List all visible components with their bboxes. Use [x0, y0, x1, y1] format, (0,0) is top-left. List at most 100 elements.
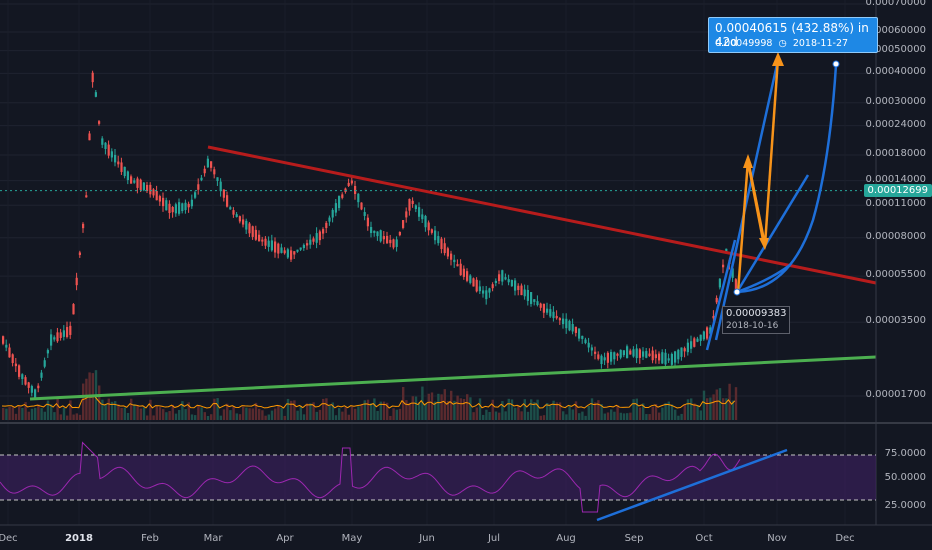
- candle-body: [210, 161, 213, 168]
- volume-bar: [117, 404, 120, 420]
- volume-bar: [155, 406, 158, 420]
- candle-body: [565, 318, 568, 329]
- candle-body: [130, 176, 133, 184]
- candle-body: [411, 200, 414, 204]
- volume-bar: [725, 398, 728, 420]
- support-trendline[interactable]: [29, 355, 877, 401]
- volume-bar: [162, 409, 165, 420]
- candle-body: [504, 277, 507, 280]
- target-point-marker[interactable]: [832, 60, 840, 68]
- price-axis-label: 0.00060000: [865, 25, 926, 36]
- candle-body: [680, 347, 683, 357]
- candlestick-series[interactable]: [2, 70, 737, 400]
- projected-price-path[interactable]: [736, 57, 780, 293]
- candle-body: [187, 203, 190, 208]
- callout-change: 0.00040615 (432.88%) in 42d: [715, 21, 869, 49]
- volume-bar: [50, 404, 53, 420]
- volume-bar: [677, 415, 680, 420]
- volume-bar: [334, 415, 338, 420]
- volume-bar: [344, 407, 347, 420]
- candle-body: [216, 177, 219, 181]
- measure-callout[interactable]: 0.00040615 (432.88%) in 42d 0.00049998 ◷…: [708, 17, 878, 53]
- volume-bar: [709, 397, 712, 420]
- candle-body: [280, 247, 283, 253]
- candle-body: [24, 377, 27, 385]
- candle-body: [674, 351, 677, 363]
- candle-body: [677, 349, 680, 360]
- volume-bar: [478, 398, 482, 420]
- volume-bar: [437, 393, 440, 420]
- candle-body: [190, 199, 193, 207]
- candle-body: [258, 234, 261, 242]
- volume-bar: [168, 411, 171, 420]
- path-arrowheads: [743, 52, 784, 250]
- candle-body: [530, 292, 533, 304]
- rsi-trendline[interactable]: [596, 448, 788, 522]
- candle-body: [549, 309, 552, 317]
- low-price-label[interactable]: 0.00009383 2018-10-16: [722, 306, 791, 334]
- candle-body: [619, 349, 622, 358]
- candle-body: [238, 216, 241, 222]
- volume-bar: [459, 398, 462, 420]
- time-axis-label: Oct: [695, 533, 713, 544]
- volume-bar: [226, 403, 229, 420]
- low-point-marker[interactable]: [733, 288, 741, 296]
- candle-body: [107, 144, 110, 156]
- volume-bar: [491, 399, 494, 420]
- candle-body: [126, 171, 129, 181]
- volume-bar: [504, 411, 507, 420]
- candle-body: [632, 349, 635, 357]
- candle-body: [718, 278, 721, 288]
- volume-bar: [178, 409, 181, 420]
- volume-bar: [603, 413, 606, 420]
- candle-body: [62, 330, 65, 337]
- volume-bar: [293, 400, 296, 420]
- volume-bar: [46, 400, 50, 420]
- volume-bar: [629, 412, 632, 420]
- volume-bar: [290, 400, 293, 420]
- candle-body: [98, 121, 101, 124]
- price-axis-label: 0.00001700: [865, 389, 926, 400]
- candle-body: [482, 290, 485, 294]
- resistance-trendline[interactable]: [207, 145, 877, 285]
- projection-drawings[interactable]: [705, 59, 838, 351]
- candle-body: [309, 239, 312, 245]
- volume-bar: [126, 412, 130, 420]
- volume-bar: [354, 408, 357, 420]
- candle-body: [229, 207, 232, 210]
- candle-body: [571, 323, 574, 332]
- candle-body: [440, 238, 443, 250]
- candle-body: [606, 352, 609, 363]
- volume-bar: [2, 408, 5, 420]
- volume-bar: [642, 403, 645, 420]
- candle-body: [290, 250, 293, 260]
- arrowhead-1: [743, 154, 753, 168]
- candle-body: [133, 180, 136, 183]
- volume-bar: [184, 409, 187, 420]
- candle-body: [731, 268, 734, 278]
- volume-bar: [382, 401, 386, 420]
- candle-body: [270, 240, 273, 251]
- volume-bar: [398, 408, 402, 420]
- volume-bar: [325, 398, 328, 420]
- volume-bar: [373, 398, 376, 420]
- volume-bar: [469, 397, 472, 420]
- candle-body: [418, 207, 421, 217]
- candle-body: [174, 204, 177, 214]
- candle-body: [485, 290, 488, 300]
- rsi-axis-label: 25.0000: [884, 500, 926, 511]
- candle-body: [171, 206, 174, 213]
- arrowhead-2: [759, 238, 769, 250]
- candle-body: [706, 327, 709, 339]
- candle-body: [117, 161, 120, 165]
- volume-bar: [318, 409, 322, 420]
- volume-bar: [158, 407, 162, 420]
- volume-bar: [363, 400, 366, 420]
- candle-body: [642, 351, 645, 357]
- candle-body: [325, 222, 328, 229]
- candle-body: [446, 248, 449, 257]
- volume-bar: [635, 398, 638, 420]
- volume-bar: [411, 396, 414, 420]
